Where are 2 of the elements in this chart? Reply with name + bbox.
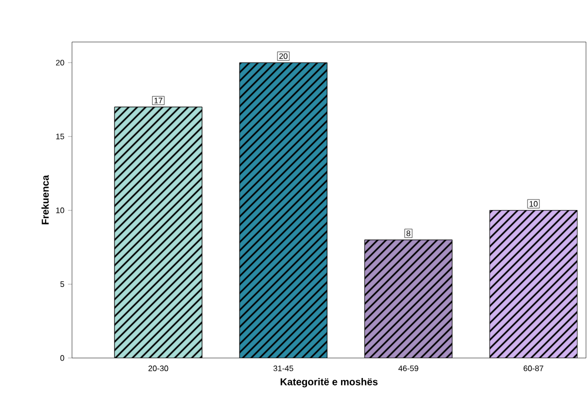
y-axis-title: Frekuenca: [41, 175, 49, 224]
x-axis-title: Kategoritë e moshës: [280, 378, 378, 388]
